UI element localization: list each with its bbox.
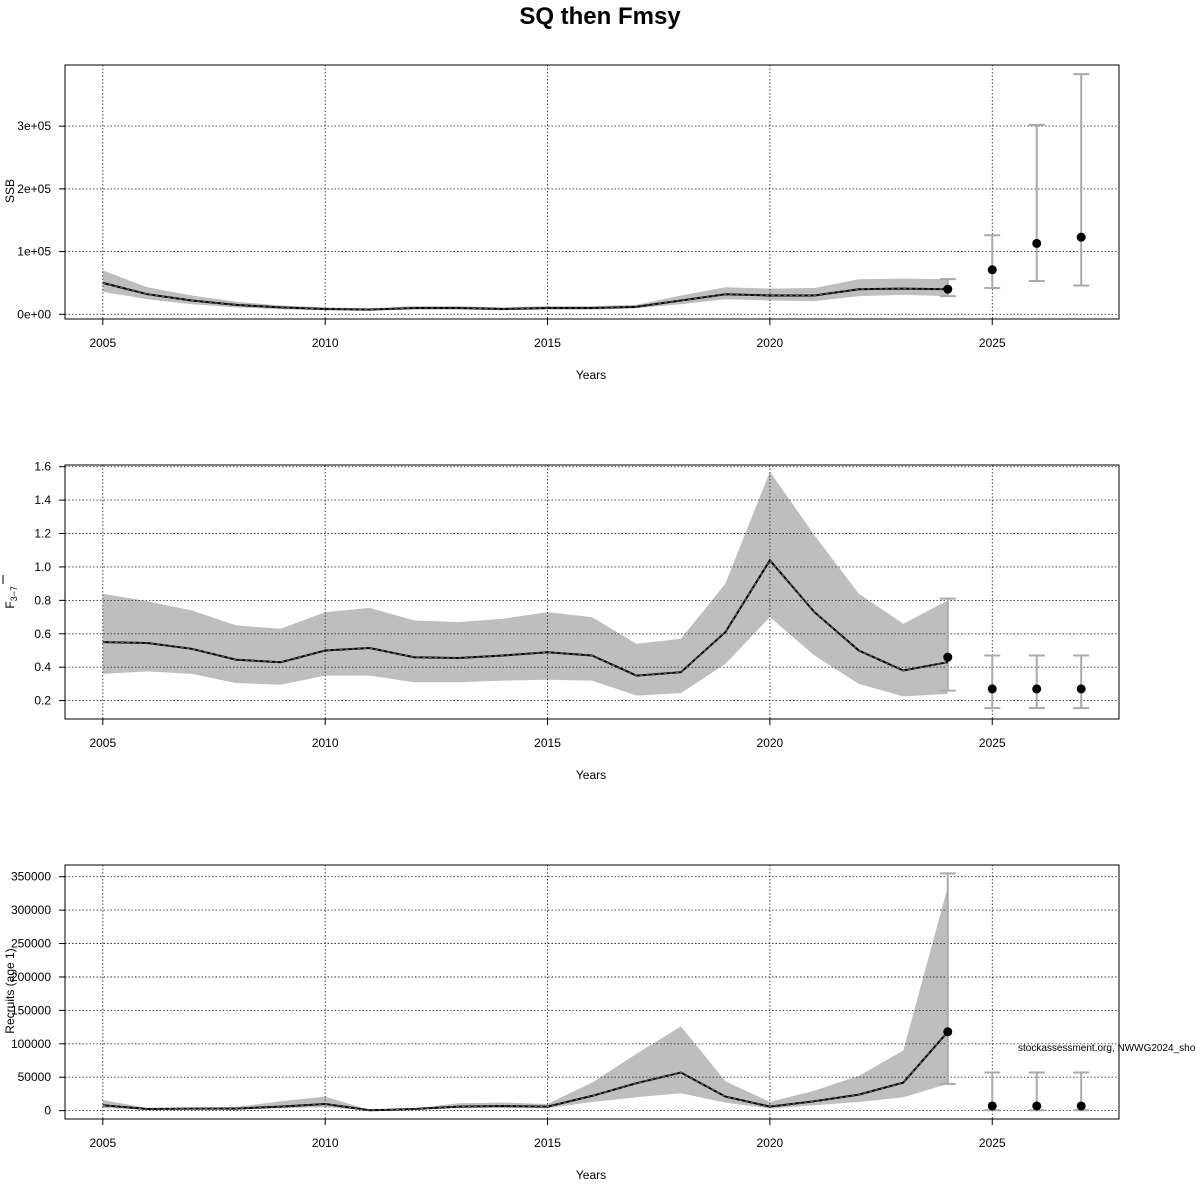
recruits-confidence-band xyxy=(102,886,948,1111)
fbar-forecast-point xyxy=(943,652,953,662)
figure-title: SQ then Fmsy xyxy=(519,3,681,30)
fbar-y-axis-label-subscript: 3−7 xyxy=(9,586,19,601)
ssb-confidence-band xyxy=(102,270,948,311)
ssb-x-tick-label: 2025 xyxy=(979,336,1006,350)
fbar-plot-frame xyxy=(64,464,1120,720)
ssb-x-axis-label: Years xyxy=(576,368,606,382)
recruits-x-tick-label: 2015 xyxy=(534,1136,561,1150)
ssb-x-tick-label: 2005 xyxy=(89,336,116,350)
fbar-y-tick-label: 0.4 xyxy=(34,660,51,674)
fbar-y-axis-label: F3−7 xyxy=(3,586,19,609)
recruits-estimate-line-dashes xyxy=(102,1031,949,1111)
ssb-x-tick-label: 2015 xyxy=(534,336,561,350)
fbar-y-tick-label: 0.8 xyxy=(34,593,51,607)
recruits-x-tick-label: 2020 xyxy=(757,1136,784,1150)
ssb-plot-layer: 2005 2010 2015 2020 2025 0e+00 1e+05 2e+05 3e+05 xyxy=(17,64,1120,350)
fbar-x-tick-label: 2010 xyxy=(312,736,339,750)
fbar-confidence-band xyxy=(102,471,948,697)
fbar-panel: 2005 2010 2015 2020 2025 0.2 0.4 0.6 0.8 1.0 1.2 1.… xyxy=(2,460,1120,782)
ssb-y-axis-label: SSB xyxy=(3,179,17,203)
recruits-forecast-point xyxy=(1076,1101,1086,1111)
fbar-y-tick-label: 0.2 xyxy=(34,694,51,708)
ssb-panel: 2005 2010 2015 2020 2025 0e+00 1e+05 2e+05 3e+05… xyxy=(3,64,1120,382)
recruits-y-tick-label: 50000 xyxy=(18,1070,52,1084)
fbar-x-tick-label: 2005 xyxy=(89,736,116,750)
recruits-x-tick-label: 2010 xyxy=(312,1136,339,1150)
ssb-y-tick-label: 3e+05 xyxy=(17,119,51,133)
recruits-forecast-point xyxy=(987,1101,997,1111)
ssb-forecast-point xyxy=(1032,238,1042,248)
ssb-y-tick-label: 2e+05 xyxy=(17,182,51,196)
recruits-x-tick-label: 2005 xyxy=(89,1136,116,1150)
fbar-y-tick-label: 0.6 xyxy=(34,627,51,641)
recruits-forecast-point xyxy=(1032,1101,1042,1111)
ssb-y-tick-label: 1e+05 xyxy=(17,245,51,259)
ssb-forecast-point xyxy=(1076,232,1086,242)
fbar-forecast-point xyxy=(987,684,997,694)
fbar-forecast-point xyxy=(1076,684,1086,694)
fbar-y-tick-label: 1.6 xyxy=(34,460,51,474)
ssb-forecast-point xyxy=(987,265,997,275)
ssb-estimate-line xyxy=(102,281,948,311)
fbar-y-tick-label: 1.2 xyxy=(34,527,51,541)
fbar-y-axis-label-main: F xyxy=(3,601,17,608)
recruits-y-axis-label: Recruits (age 1) xyxy=(3,948,17,1033)
fbar-y-tick-label: 1.4 xyxy=(34,493,51,507)
ssb-x-tick-label: 2020 xyxy=(757,336,784,350)
ssb-plot-frame xyxy=(64,64,1120,320)
recruits-forecast-point xyxy=(943,1027,953,1037)
recruits-plot-layer: 2005 2010 2015 2020 2025 0 50000 100000 150000 20… xyxy=(11,864,1120,1150)
fbar-y-tick-label: 1.0 xyxy=(34,560,51,574)
ssb-y-tick-label: 0e+00 xyxy=(17,307,51,321)
fbar-x-tick-label: 2015 xyxy=(534,736,561,750)
recruits-y-tick-label: 100000 xyxy=(11,1037,51,1051)
recruits-y-tick-label: 250000 xyxy=(11,937,51,951)
recruits-x-axis-label: Years xyxy=(576,1168,606,1182)
recruits-y-tick-label: 350000 xyxy=(11,870,51,884)
recruits-panel: 2005 2010 2015 2020 2025 0 50000 100000 150000 20… xyxy=(3,864,1120,1182)
recruits-x-tick-label: 2025 xyxy=(979,1136,1006,1150)
ssb-forecast-point xyxy=(943,284,953,294)
footnote: stockassessment.org, NWWG2024_sho xyxy=(1018,1043,1196,1054)
fbar-estimate-line-dashes xyxy=(102,559,948,677)
recruits-y-tick-label: 200000 xyxy=(11,970,51,984)
recruits-y-tick-label: 300000 xyxy=(11,903,51,917)
fbar-x-tick-label: 2025 xyxy=(979,736,1006,750)
fbar-plot-layer: 2005 2010 2015 2020 2025 0.2 0.4 0.6 0.8 1.0 1.2 1.… xyxy=(34,460,1120,750)
recruits-y-tick-label: 150000 xyxy=(11,1003,51,1017)
fbar-x-tick-label: 2020 xyxy=(757,736,784,750)
fbar-x-axis-label: Years xyxy=(576,768,606,782)
fbar-forecast-point xyxy=(1032,684,1042,694)
recruits-y-tick-label: 0 xyxy=(44,1104,51,1118)
ssb-x-tick-label: 2010 xyxy=(312,336,339,350)
recruits-plot-frame xyxy=(64,864,1120,1120)
